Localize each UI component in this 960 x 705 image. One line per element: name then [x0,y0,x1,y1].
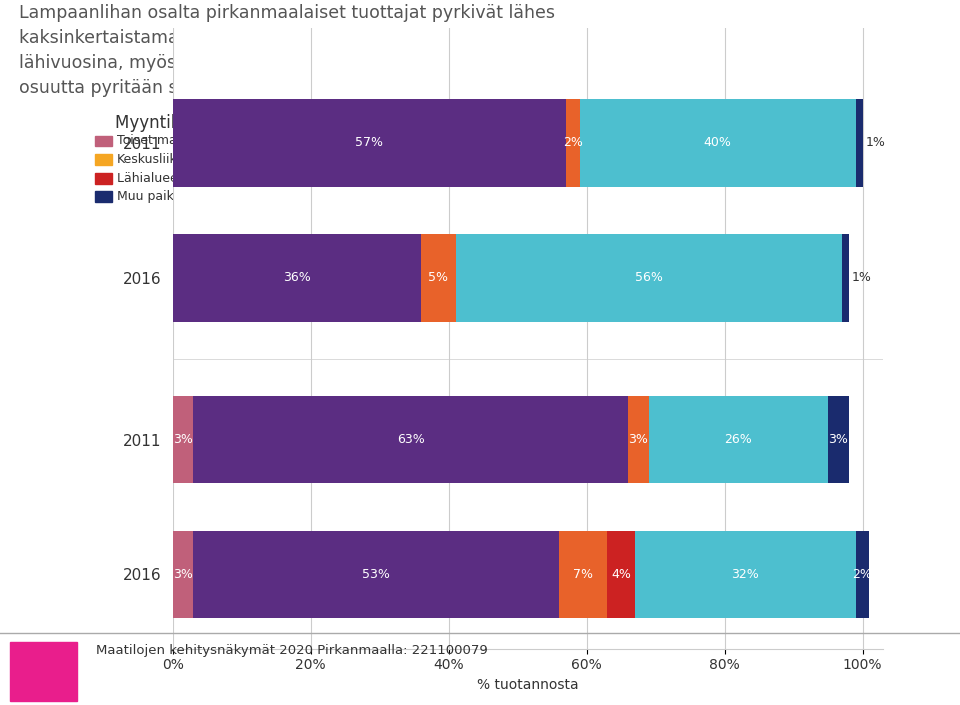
Bar [566,99,580,187]
FancyBboxPatch shape [10,642,77,701]
Text: 5%: 5% [428,271,448,284]
Text: Myyntikanavien osuus tuotannosta- LAMPAANLIHA: Myyntikanavien osuus tuotannosta- LAMPAA… [115,114,536,132]
Text: 3%: 3% [173,433,193,446]
Bar [628,396,649,484]
Text: 3%: 3% [629,433,648,446]
Text: 3%: 3% [173,568,193,581]
Bar [460,173,477,183]
Text: Keskusliikkeet: Keskusliikkeet [117,153,205,166]
Bar [842,234,849,321]
Bar [194,531,559,618]
Text: 36%: 36% [283,271,311,284]
Text: Lähikaupat ja -tukut: Lähikaupat ja -tukut [482,153,608,166]
Text: Jalostava teollisuus: Jalostava teollisuus [482,135,602,147]
Bar [635,531,855,618]
Text: 63%: 63% [396,433,424,446]
Bar [460,154,477,165]
Text: 2%: 2% [852,568,873,581]
Bar [608,531,635,618]
X-axis label: % tuotannosta: % tuotannosta [477,678,579,692]
Text: 2%: 2% [563,136,583,149]
Bar [460,135,477,147]
Text: 57%: 57% [355,136,383,149]
Bar [855,531,870,618]
Text: 1%: 1% [852,271,872,284]
Bar [649,396,828,484]
Bar [95,135,112,147]
Text: 26%: 26% [725,433,753,446]
Text: 53%: 53% [362,568,390,581]
Text: 7%: 7% [573,568,593,581]
Bar [855,99,862,187]
Bar [421,234,456,321]
Text: 3%: 3% [828,433,849,446]
Bar [173,234,421,321]
Bar [173,396,194,484]
Bar [559,531,608,618]
Text: 4%: 4% [612,568,631,581]
Bar [194,396,628,484]
Text: Toiset maatilat: Toiset maatilat [117,135,209,147]
Text: 40%: 40% [704,136,732,149]
Bar [580,99,855,187]
Bar [95,154,112,165]
Text: Lampaanlihan osalta pirkanmaalaiset tuottajat pyrkivät lähes
kaksinkertaistamaan: Lampaanlihan osalta pirkanmaalaiset tuot… [19,4,555,97]
Text: 1%: 1% [866,136,886,149]
Text: TNS: TNS [26,662,60,678]
Bar [173,99,566,187]
Text: Maatilojen kehitysnäkymät 2020 Pirkanmaalla: 221100079: Maatilojen kehitysnäkymät 2020 Pirkanmaa… [96,644,488,656]
Bar [456,234,842,321]
Text: 32%: 32% [732,568,759,581]
Bar [95,173,112,183]
Text: Suoramyynti tilalta kuluttajille: Suoramyynti tilalta kuluttajille [482,172,670,185]
Text: Lähialueen suurkeittiöt ja ravintolat: Lähialueen suurkeittiöt ja ravintolat [117,172,341,185]
Bar [173,531,194,618]
Bar [95,192,112,202]
Text: Muu paikka: Muu paikka [117,190,189,203]
Text: 56%: 56% [635,271,662,284]
Bar [828,396,849,484]
